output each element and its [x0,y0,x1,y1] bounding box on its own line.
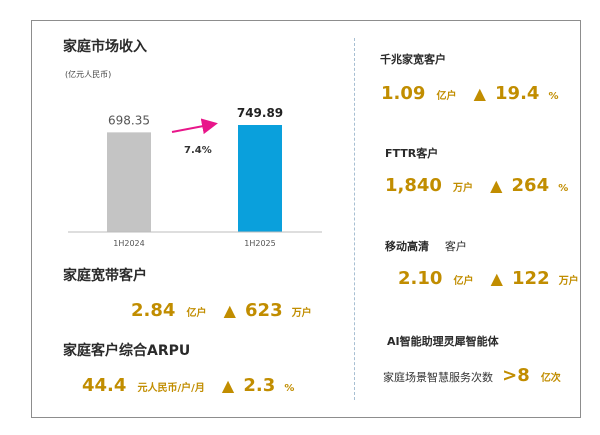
bar-value-label: 749.89 [237,106,283,120]
mobile-hd-title-row: 移动高清 客户 [385,238,467,254]
broadband-up-icon: ▲ [223,301,236,320]
arpu-increase: 2.3 [243,375,276,396]
mobile-hd-title-suffix: 客户 [444,240,467,253]
arpu-title: 家庭客户综合ARPU [63,343,191,359]
fttr-increase-unit: % [558,183,569,194]
fttr-unit: 万户 [453,183,474,194]
arpu-up-icon: ▲ [221,376,235,395]
column-divider [354,38,355,400]
broadband-increase-unit: 万户 [291,308,312,319]
ai-unit: 亿次 [540,373,561,384]
bar-1h2025 [238,125,282,232]
fttr-up-icon: ▲ [490,176,503,195]
mobile-hd-title: 移动高清 [385,240,429,253]
arpu-increase-unit: % [284,383,295,394]
category-label: 1H2024 [113,239,144,248]
gigabit-increase-unit: % [548,91,559,102]
broadband-value: 2.84 [131,300,176,321]
bar-value-label: 698.35 [108,113,150,127]
gigabit-unit: 亿户 [436,91,457,102]
fttr-value: 1,840 [385,175,442,196]
ai-gt-symbol: > [502,365,518,386]
fttr-title: FTTR客户 [385,147,439,160]
gigabit-metric: 1.09 亿户 ▲ 19.4 % [381,83,559,104]
gigabit-increase: 19.4 [495,83,540,104]
broadband-metric: 2.84 亿户 ▲ 623 万户 [131,300,312,321]
bar-1h2024 [107,132,151,232]
gigabit-title: 千兆家宽客户 [380,53,446,66]
mobile-hd-up-icon: ▲ [490,269,503,288]
ai-title: AI智能助理灵犀智能体 [387,335,499,348]
broadband-unit: 亿户 [186,308,207,319]
mobile-hd-unit: 亿户 [453,276,474,287]
gigabit-value: 1.09 [381,83,426,104]
growth-label: 7.4% [184,145,212,156]
mobile-hd-metric: 2.10 亿户 ▲ 122 万户 [398,268,579,289]
fttr-metric: 1,840 万户 ▲ 264 % [385,175,568,196]
arpu-value: 44.4 [82,375,127,396]
ai-value: 8 [517,365,530,386]
broadband-title: 家庭宽带客户 [63,268,147,284]
broadband-increase: 623 [245,300,283,321]
fttr-increase: 264 [511,175,550,196]
ai-service-label: 家庭场景智慧服务次数 [383,371,493,384]
mobile-hd-increase-unit: 万户 [558,276,579,287]
arpu-metric: 44.4 元人民币/户/月 ▲ 2.3 % [82,375,294,396]
category-label: 1H2025 [244,239,275,248]
chart-unit: (亿元人民币) [65,70,112,79]
arpu-unit: 元人民币/户/月 [137,383,205,394]
ai-metric: 家庭场景智慧服务次数 >8 亿次 [383,365,561,386]
growth-arrow [171,118,218,135]
mobile-hd-value: 2.10 [398,268,443,289]
mobile-hd-increase: 122 [512,268,550,289]
chart-title: 家庭市场收入 [63,39,147,55]
gigabit-up-icon: ▲ [473,84,486,103]
